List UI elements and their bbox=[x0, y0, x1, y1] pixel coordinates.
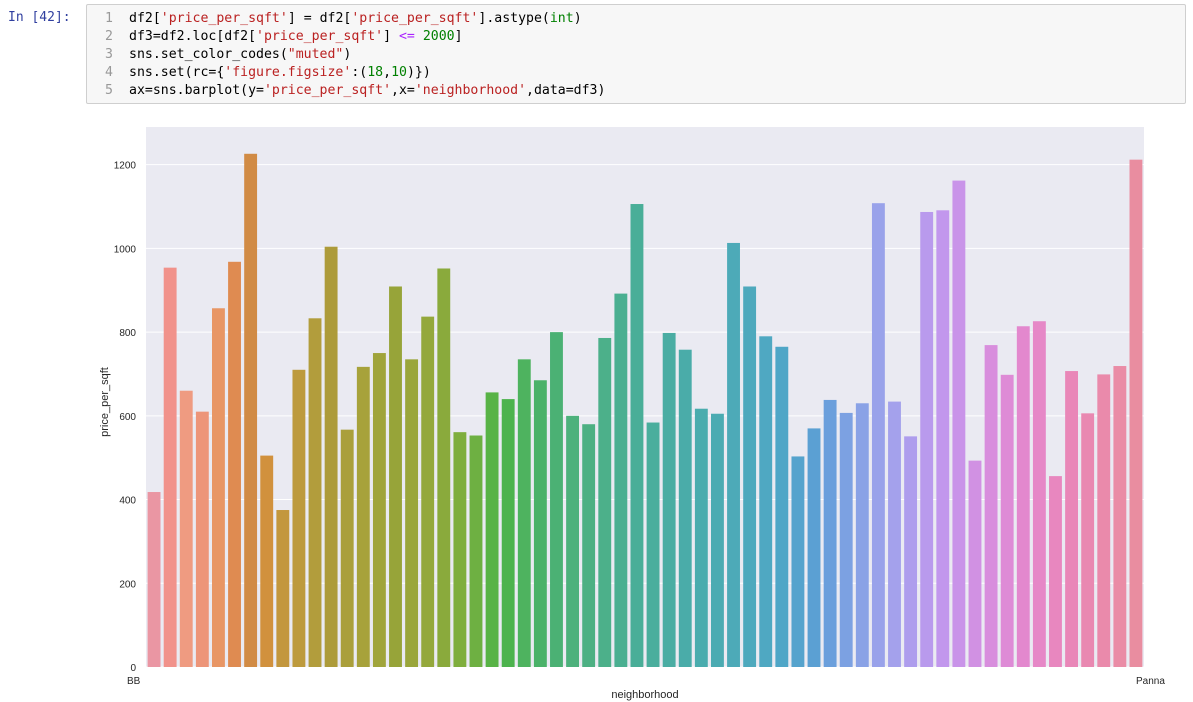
bar bbox=[807, 428, 821, 667]
cell-prompt: In [42]: bbox=[8, 10, 71, 25]
bar bbox=[1113, 366, 1127, 667]
bar bbox=[888, 401, 901, 667]
bar bbox=[1097, 374, 1111, 667]
bar bbox=[308, 318, 322, 667]
bar bbox=[292, 369, 306, 667]
bar bbox=[405, 359, 419, 667]
bars bbox=[147, 153, 1143, 668]
y-tick-label: 1000 bbox=[114, 244, 137, 255]
bar bbox=[952, 180, 966, 667]
y-axis-ticks: 0 200 400 600 800 1000 1200 bbox=[114, 161, 137, 674]
bar bbox=[372, 353, 386, 667]
bar bbox=[179, 390, 193, 667]
bar bbox=[485, 392, 499, 667]
output-bar-chart: 0 200 400 600 800 1000 1200 BB Panna neighborho… bbox=[99, 127, 1165, 701]
bar bbox=[389, 286, 402, 667]
bar bbox=[421, 316, 435, 667]
bar bbox=[984, 345, 998, 667]
bar bbox=[823, 399, 837, 667]
bar bbox=[437, 268, 451, 667]
bar bbox=[1065, 371, 1079, 667]
bar bbox=[791, 456, 805, 667]
bar bbox=[550, 332, 563, 667]
bar bbox=[1000, 374, 1014, 667]
bar bbox=[212, 308, 225, 667]
x-axis-label: neighborhood bbox=[611, 689, 678, 701]
bar bbox=[533, 380, 547, 667]
code-text: ax=sns.barplot(y='price_per_sqft',x='nei… bbox=[129, 83, 606, 98]
bar bbox=[727, 242, 740, 667]
code-line: 1 df2['price_per_sqft'] = df2['price_per_… bbox=[87, 10, 605, 28]
bar bbox=[759, 336, 773, 667]
bar bbox=[582, 424, 596, 667]
line-number: 3 bbox=[105, 47, 113, 62]
x-tick-label: BB bbox=[127, 676, 141, 687]
bar bbox=[244, 153, 258, 667]
bar bbox=[630, 204, 644, 667]
code-text: sns.set(rc={'figure.figsize':(18,10)}) bbox=[129, 65, 431, 80]
bar bbox=[711, 413, 724, 667]
y-tick-label: 400 bbox=[119, 496, 136, 507]
bar bbox=[678, 349, 692, 667]
bar bbox=[1049, 476, 1062, 667]
bar bbox=[598, 337, 612, 667]
y-tick-label: 0 bbox=[130, 663, 136, 674]
bar bbox=[1016, 326, 1030, 667]
y-axis-label: price_per_sqft bbox=[99, 367, 111, 437]
bar bbox=[340, 429, 354, 667]
bar bbox=[968, 460, 982, 667]
line-number: 5 bbox=[105, 83, 113, 98]
bar bbox=[614, 293, 628, 667]
bar bbox=[163, 267, 177, 667]
bar bbox=[775, 346, 789, 667]
code-cell[interactable]: 1 df2['price_per_sqft'] = df2['price_per_… bbox=[86, 4, 1186, 104]
y-tick-label: 800 bbox=[119, 328, 136, 339]
line-number: 2 bbox=[105, 29, 113, 44]
bar bbox=[501, 399, 515, 667]
bar bbox=[694, 408, 708, 667]
bar bbox=[1032, 321, 1046, 667]
bar bbox=[855, 403, 869, 667]
code-line: 3 sns.set_color_codes("muted") bbox=[87, 46, 605, 64]
code-editor[interactable]: 1 df2['price_per_sqft'] = df2['price_per_… bbox=[87, 10, 605, 100]
code-line: 4 sns.set(rc={'figure.figsize':(18,10)}) bbox=[87, 64, 605, 82]
bar bbox=[936, 210, 950, 668]
bar bbox=[260, 455, 274, 667]
x-axis-ticks: BB Panna bbox=[127, 676, 1165, 687]
bar bbox=[276, 510, 290, 667]
line-number: 4 bbox=[105, 65, 113, 80]
bar bbox=[743, 286, 757, 667]
bar bbox=[228, 261, 241, 667]
bar bbox=[904, 436, 918, 667]
bar bbox=[453, 432, 467, 667]
bar bbox=[147, 492, 161, 667]
code-line: 2 df3=df2.loc[df2['price_per_sqft'] <= 20… bbox=[87, 28, 605, 46]
code-line: 5 ax=sns.barplot(y='price_per_sqft',x='ne… bbox=[87, 82, 605, 100]
y-tick-label: 200 bbox=[119, 579, 136, 590]
bar bbox=[356, 366, 370, 667]
bar bbox=[469, 435, 483, 667]
code-text: df2['price_per_sqft'] = df2['price_per_s… bbox=[129, 11, 582, 26]
y-tick-label: 1200 bbox=[114, 161, 137, 172]
bar bbox=[517, 359, 531, 667]
bar bbox=[566, 415, 580, 667]
y-tick-label: 600 bbox=[119, 412, 136, 423]
bar bbox=[662, 332, 676, 667]
code-text: sns.set_color_codes("muted") bbox=[129, 47, 352, 62]
bar bbox=[839, 412, 853, 667]
bar bbox=[871, 203, 885, 667]
x-tick-label: Panna bbox=[1136, 676, 1165, 687]
line-number: 1 bbox=[105, 11, 113, 26]
code-text: df3=df2.loc[df2['price_per_sqft'] <= 200… bbox=[129, 29, 463, 44]
bar bbox=[324, 246, 338, 667]
bar bbox=[920, 211, 934, 667]
bar bbox=[195, 411, 209, 667]
bar bbox=[646, 422, 660, 667]
bar bbox=[1081, 413, 1095, 667]
bar bbox=[1129, 159, 1143, 667]
